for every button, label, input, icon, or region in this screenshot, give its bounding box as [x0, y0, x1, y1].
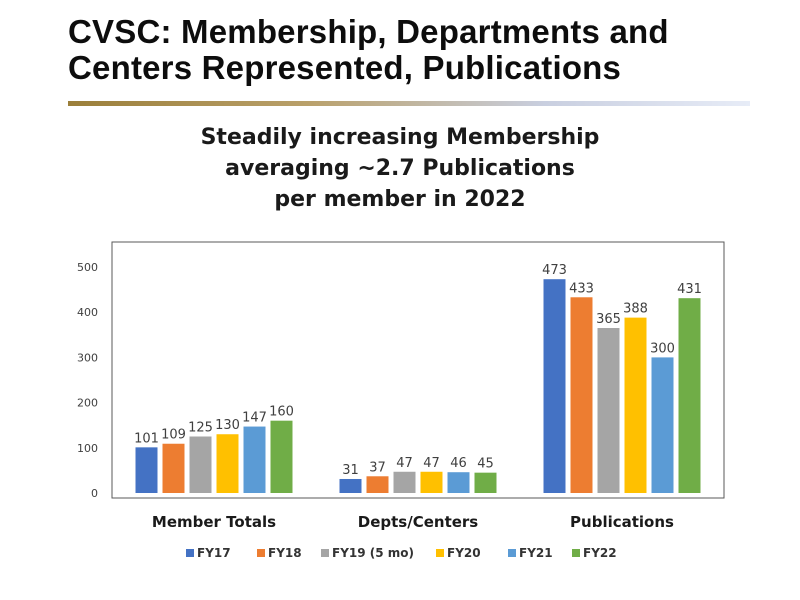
y-tick-label: 300: [77, 351, 98, 364]
bar-fy17-2: [543, 279, 566, 493]
data-label: 47: [423, 456, 440, 471]
data-label: 365: [596, 312, 621, 327]
data-label: 431: [677, 282, 702, 297]
bar-fy18-1: [366, 476, 389, 493]
data-label: 473: [542, 263, 567, 278]
bar-fy22-1: [474, 472, 497, 493]
bar-fy19-5-mo-0: [189, 436, 212, 493]
legend-label: FY17: [197, 546, 231, 560]
data-label: 101: [134, 431, 159, 446]
legend-label: FY20: [447, 546, 481, 560]
data-label: 46: [450, 456, 467, 471]
legend-label: FY18: [268, 546, 302, 560]
y-tick-label: 200: [77, 397, 98, 410]
legend-label: FY22: [583, 546, 617, 560]
data-label: 130: [215, 418, 240, 433]
chart-frame: [111, 241, 725, 499]
bar-fy18-2: [570, 297, 593, 493]
chart-title: Steadily increasing Membership averaging…: [120, 122, 680, 215]
category-label: Publications: [570, 513, 674, 531]
y-tick-label: 100: [77, 442, 98, 455]
data-label: 47: [396, 456, 413, 471]
data-label: 300: [650, 341, 675, 356]
data-label: 433: [569, 281, 594, 296]
data-label: 125: [188, 421, 213, 436]
bar-fy21-1: [447, 472, 470, 493]
legend-label: FY19 (5 mo): [332, 546, 414, 560]
bar-fy17-1: [339, 478, 362, 493]
bar-fy20-1: [420, 471, 443, 493]
bar-fy19-5-mo-1: [393, 471, 416, 493]
data-label: 37: [369, 460, 386, 475]
bar-fy20-0: [216, 434, 239, 493]
legend-label: FY21: [519, 546, 553, 560]
chart-title-line-1: Steadily increasing Membership: [200, 125, 600, 150]
y-tick-label: 400: [77, 306, 98, 319]
legend-swatch: [572, 549, 580, 557]
bar-fy22-0: [270, 420, 293, 493]
chart-title-line-3: per member in 2022: [274, 187, 526, 212]
title-divider: [68, 101, 750, 106]
category-label: Member Totals: [152, 513, 276, 531]
data-label: 45: [477, 457, 494, 472]
legend-swatch: [257, 549, 265, 557]
bar-fy21-2: [651, 357, 674, 493]
bar-fy22-2: [678, 298, 701, 493]
legend-swatch: [321, 549, 329, 557]
slide-title-line-2: Centers Represented, Publications: [68, 49, 622, 86]
data-label: 109: [161, 428, 186, 443]
data-label: 388: [623, 302, 648, 317]
bar-fy21-0: [243, 426, 266, 493]
legend-swatch: [186, 549, 194, 557]
bar-fy17-0: [135, 447, 158, 493]
data-label: 31: [342, 463, 359, 478]
legend-swatch: [508, 549, 516, 557]
data-label: 160: [269, 405, 294, 420]
chart-title-line-2: averaging ~2.7 Publications: [225, 156, 575, 181]
legend-swatch: [436, 549, 444, 557]
data-label: 147: [242, 411, 267, 426]
slide-title-line-1: CVSC: Membership, Departments and: [68, 13, 669, 50]
bar-fy19-5-mo-2: [597, 328, 620, 493]
y-tick-label: 500: [77, 261, 98, 274]
category-label: Depts/Centers: [358, 513, 479, 531]
bar-fy18-0: [162, 443, 185, 493]
y-tick-label: 0: [91, 487, 98, 500]
bar-fy20-2: [624, 317, 647, 493]
slide-title: CVSC: Membership, Departments and Center…: [68, 14, 768, 86]
